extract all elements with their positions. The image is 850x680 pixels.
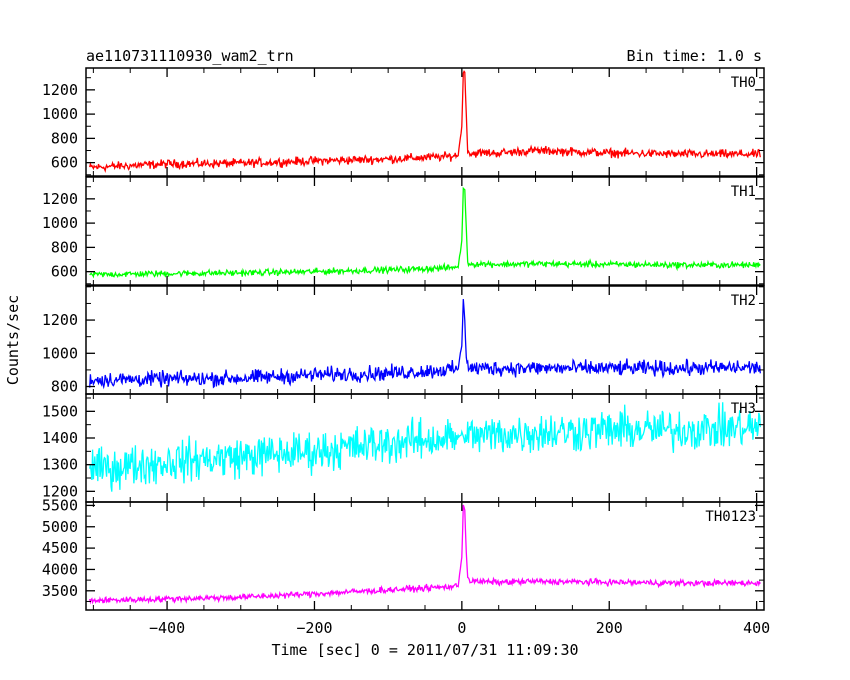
y-tick-label: 3500 xyxy=(42,582,78,600)
panel-frame xyxy=(85,285,765,395)
y-tick-label: 1000 xyxy=(42,344,78,362)
y-tick-label: 800 xyxy=(51,129,78,147)
panel-frame xyxy=(85,393,765,503)
y-tick-label: 5500 xyxy=(42,496,78,514)
x-axis-title: Time [sec] 0 = 2011/07/31 11:09:30 xyxy=(271,641,578,659)
y-tick-label: 800 xyxy=(51,378,78,396)
series-line-th1 xyxy=(89,186,761,279)
chart-title: ae110731110930_wam2_trn xyxy=(86,47,294,65)
x-tick-label: 0 xyxy=(457,619,466,637)
panel-th1: 600 800 1000 1200 TH1 xyxy=(42,176,765,286)
panel-label-th1: TH1 xyxy=(731,184,756,200)
y-tick-label: 1000 xyxy=(42,214,78,232)
x-tick-label: −400 xyxy=(149,619,185,637)
y-tick-label: 1200 xyxy=(42,482,78,500)
panel-frame xyxy=(85,501,765,611)
series-line-th0123 xyxy=(89,504,761,605)
series-line-th2 xyxy=(89,299,761,390)
y-tick-label: 5000 xyxy=(42,518,78,536)
y-tick-label: 1200 xyxy=(42,190,78,208)
x-tick-label: 400 xyxy=(743,619,770,637)
panel-th2: 800 1000 1200 TH2 xyxy=(42,285,765,396)
y-tick-label: 1000 xyxy=(42,105,78,123)
y-tick-label: 1500 xyxy=(42,402,78,420)
panel-frame xyxy=(85,67,765,177)
panel-label-th0123: TH0123 xyxy=(705,509,756,525)
x-tick-label: −200 xyxy=(296,619,332,637)
y-tick-label: 1200 xyxy=(42,311,78,329)
y-tick-label: 1300 xyxy=(42,456,78,474)
panels-group: 600 800 1000 1200 TH0 600 800 1000 1200 TH1 800 100… xyxy=(42,67,765,611)
panel-label-th3: TH3 xyxy=(731,401,756,417)
bin-time-label: Bin time: 1.0 s xyxy=(627,47,762,65)
panel-th0123: 3500 4000 4500 5000 5500 TH0123 xyxy=(42,496,765,611)
panel-th3: 1200 1300 1400 1500 TH3 xyxy=(42,393,765,503)
y-tick-label: 1200 xyxy=(42,81,78,99)
series-line-th0 xyxy=(89,70,761,174)
y-tick-label: 4500 xyxy=(42,539,78,557)
panel-label-th2: TH2 xyxy=(731,293,756,309)
x-tick-label: 200 xyxy=(596,619,623,637)
y-axis-title: Counts/sec xyxy=(4,295,22,385)
x-axis: −400 −200 0 200 400 xyxy=(149,619,770,637)
y-tick-label: 600 xyxy=(51,263,78,281)
y-tick-label: 1400 xyxy=(42,429,78,447)
y-tick-label: 800 xyxy=(51,238,78,256)
series-line-th3 xyxy=(89,402,761,492)
panel-label-th0: TH0 xyxy=(731,75,756,91)
y-tick-label: 4000 xyxy=(42,560,78,578)
y-tick-label: 600 xyxy=(51,154,78,172)
panel-th0: 600 800 1000 1200 TH0 xyxy=(42,67,765,177)
